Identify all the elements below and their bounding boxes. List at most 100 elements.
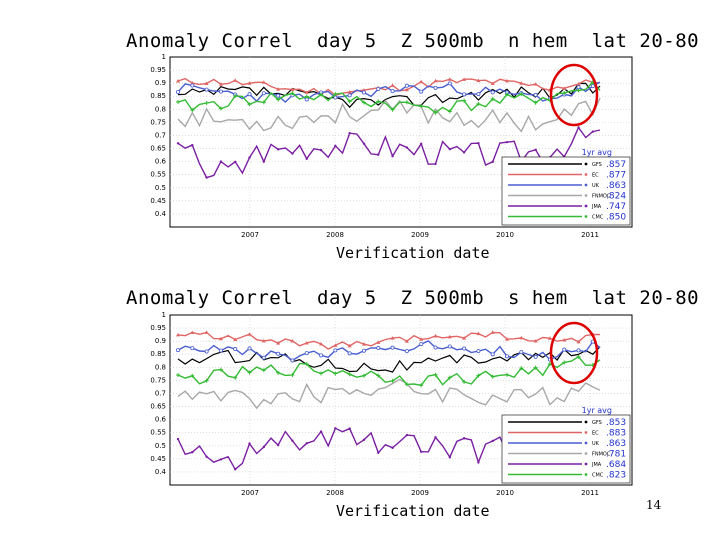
series-marker-cmc	[276, 370, 281, 375]
y-tick-label: 0.6	[155, 158, 167, 166]
y-tick-label: 0.9	[155, 337, 166, 345]
series-marker-jma	[334, 144, 337, 148]
series-marker-uk	[462, 92, 467, 97]
series-marker-uk	[576, 85, 581, 90]
series-marker-cmc	[390, 107, 395, 112]
series-marker-uk	[519, 350, 524, 355]
legend-marker-jma	[584, 204, 588, 208]
x-tick-label: 2007	[241, 231, 259, 237]
series-marker-jma	[505, 140, 509, 144]
series-marker-jma	[491, 160, 494, 164]
series-marker-jma	[434, 162, 437, 166]
legend-marker-cmc	[584, 473, 588, 476]
series-marker-jma	[377, 153, 380, 156]
series-marker-ec	[176, 332, 180, 337]
series-marker-jma	[305, 442, 308, 445]
series-marker-jma	[262, 160, 266, 163]
y-tick-label: 0.7	[155, 131, 166, 139]
series-marker-uk	[533, 354, 538, 359]
series-marker-ec	[404, 339, 409, 343]
series-marker-jma	[234, 160, 237, 164]
legend-name: UK	[592, 183, 600, 189]
series-marker-jma	[348, 131, 351, 135]
series-marker-cmc	[519, 91, 524, 96]
legend-title: 1yr avg	[582, 406, 612, 415]
series-line-fnmoc	[177, 378, 601, 410]
series-marker-cmc	[247, 102, 252, 107]
series-line-gfs	[177, 82, 601, 109]
series-marker-cmc	[576, 88, 581, 93]
legend-value: .684	[606, 460, 626, 470]
series-marker-jma	[319, 148, 323, 152]
series-marker-cmc	[433, 110, 438, 115]
series-marker-jma	[319, 430, 323, 433]
y-tick-label: 0.45	[150, 455, 166, 463]
y-tick-label: 0.95	[150, 324, 166, 332]
legend-marker-gfs	[584, 420, 588, 424]
legend-name: CMC	[592, 215, 604, 221]
series-marker-uk	[419, 89, 424, 94]
series-marker-jma	[391, 154, 394, 158]
series-marker-cmc	[218, 106, 223, 111]
series-marker-uk	[204, 349, 209, 354]
series-marker-jma	[205, 455, 208, 458]
legend-marker-gfs	[584, 162, 588, 166]
legend-name: CMC	[592, 473, 604, 479]
series-marker-jma	[448, 147, 451, 151]
x-tick-label: 2009	[411, 231, 429, 237]
series-marker-cmc	[404, 382, 409, 387]
series-marker-jma	[448, 456, 451, 459]
series-marker-ec	[190, 330, 195, 335]
series-marker-ec	[533, 82, 538, 86]
series-marker-ec	[261, 338, 266, 343]
series-marker-jma	[477, 141, 480, 145]
series-marker-cmc	[519, 366, 524, 371]
y-tick-label: 0.5	[155, 442, 166, 450]
series-line-fnmoc	[177, 97, 601, 133]
legend-marker-uk	[584, 183, 588, 187]
series-marker-ec	[576, 82, 581, 86]
series-marker-ec	[476, 78, 481, 83]
x-tick-label: 2011	[581, 489, 599, 495]
series-marker-cmc	[361, 100, 366, 105]
x-tick-label: 2011	[581, 231, 599, 237]
legend-name: JMA	[591, 204, 602, 210]
x-tick-label: 2007	[241, 489, 259, 495]
series-marker-ec	[290, 87, 295, 92]
series-marker-jma	[462, 437, 466, 440]
legend-box	[501, 414, 631, 484]
series-marker-cmc	[347, 372, 352, 377]
series-marker-jma	[248, 442, 251, 445]
series-marker-jma	[176, 142, 180, 145]
legend-marker-jma	[584, 462, 588, 466]
series-marker-jma	[377, 451, 380, 454]
series-marker-cmc	[276, 97, 281, 102]
series-marker-jma	[176, 437, 180, 441]
series-marker-cmc	[247, 370, 252, 375]
series-marker-jma	[491, 439, 494, 443]
series-marker-ec	[218, 336, 223, 341]
series-marker-uk	[490, 90, 495, 95]
series-marker-ec	[390, 83, 395, 87]
legend-name: EC	[592, 173, 599, 179]
series-marker-cmc	[490, 374, 495, 379]
legend-marker-ec	[584, 431, 588, 434]
series-marker-cmc	[433, 372, 438, 377]
y-tick-label: 1	[162, 311, 166, 319]
series-marker-uk	[505, 354, 510, 359]
series-marker-cmc	[190, 373, 195, 378]
y-tick-label: 0.45	[150, 197, 166, 205]
series-marker-cmc	[490, 96, 495, 101]
y-tick-label: 0.7	[155, 389, 166, 397]
y-tick-label: 0.5	[155, 184, 166, 192]
series-marker-cmc	[447, 375, 452, 380]
series-marker-uk	[347, 93, 352, 98]
legend-value: .747	[606, 202, 626, 212]
series-marker-ec	[576, 339, 581, 344]
series-marker-uk	[319, 353, 324, 358]
legend-value: .823	[606, 471, 626, 481]
series-marker-ec	[304, 340, 309, 345]
legend-value: .853	[606, 418, 626, 428]
series-marker-uk	[276, 93, 281, 98]
series-marker-ec	[176, 78, 180, 83]
